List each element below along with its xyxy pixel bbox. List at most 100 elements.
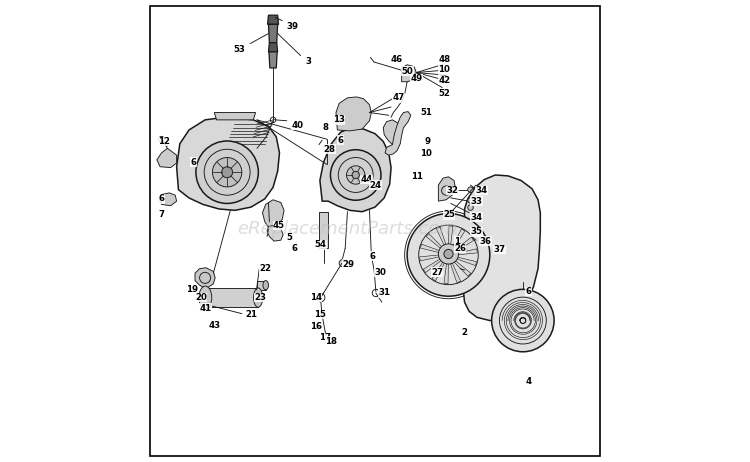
Circle shape: [492, 289, 554, 352]
Text: 48: 48: [438, 55, 451, 64]
Text: 12: 12: [158, 137, 170, 146]
Polygon shape: [319, 212, 328, 249]
Text: 35: 35: [470, 227, 482, 237]
Polygon shape: [419, 255, 440, 261]
Polygon shape: [256, 280, 265, 290]
Text: 50: 50: [402, 67, 413, 76]
Text: 41: 41: [200, 304, 211, 313]
Text: 10: 10: [438, 65, 450, 74]
Polygon shape: [385, 112, 411, 155]
Polygon shape: [336, 97, 371, 131]
Polygon shape: [423, 259, 441, 273]
Text: 27: 27: [431, 268, 443, 277]
Polygon shape: [444, 264, 448, 284]
Text: 5: 5: [286, 233, 292, 243]
Text: 49: 49: [411, 74, 423, 83]
Text: 6: 6: [526, 287, 532, 296]
Text: 52: 52: [438, 89, 450, 98]
Text: 19: 19: [186, 285, 198, 294]
Text: 37: 37: [494, 245, 506, 254]
Text: 18: 18: [326, 337, 338, 346]
Text: 36: 36: [480, 237, 492, 246]
Text: 6: 6: [158, 195, 164, 203]
Polygon shape: [268, 43, 278, 52]
Polygon shape: [420, 244, 440, 253]
Text: 34: 34: [475, 186, 488, 195]
Polygon shape: [436, 227, 446, 247]
Text: 11: 11: [411, 172, 423, 181]
Polygon shape: [206, 288, 258, 307]
Text: 6: 6: [338, 135, 344, 145]
Polygon shape: [432, 262, 445, 281]
Text: 16: 16: [310, 322, 322, 331]
Polygon shape: [268, 15, 278, 24]
Polygon shape: [176, 117, 280, 210]
Polygon shape: [464, 175, 540, 321]
Polygon shape: [454, 261, 471, 276]
Text: 22: 22: [260, 264, 272, 273]
Polygon shape: [214, 113, 256, 120]
Circle shape: [440, 247, 457, 263]
Polygon shape: [195, 268, 215, 288]
Text: 34: 34: [470, 213, 483, 222]
Text: 54: 54: [314, 240, 326, 249]
Text: 1: 1: [454, 237, 460, 246]
Text: 3: 3: [305, 56, 311, 66]
Text: 45: 45: [273, 221, 285, 230]
Text: 40: 40: [292, 121, 304, 130]
Ellipse shape: [263, 280, 268, 290]
Circle shape: [221, 167, 232, 178]
Circle shape: [407, 213, 490, 296]
Polygon shape: [383, 120, 400, 145]
Text: 24: 24: [370, 181, 382, 189]
Ellipse shape: [199, 286, 211, 309]
Text: 39: 39: [286, 22, 298, 31]
Text: 47: 47: [392, 93, 405, 102]
Text: 17: 17: [319, 333, 331, 342]
Circle shape: [331, 150, 381, 200]
Text: 15: 15: [314, 310, 326, 319]
Text: 2: 2: [461, 328, 467, 337]
Text: 9: 9: [424, 137, 430, 146]
Polygon shape: [438, 177, 455, 201]
Text: 10: 10: [420, 149, 432, 158]
Text: 6: 6: [190, 158, 196, 167]
Polygon shape: [457, 257, 476, 266]
Text: 13: 13: [333, 116, 345, 124]
Text: 6: 6: [370, 252, 376, 261]
Text: 25: 25: [443, 210, 454, 219]
Polygon shape: [269, 52, 278, 68]
Circle shape: [444, 249, 453, 259]
Circle shape: [352, 171, 359, 179]
Polygon shape: [159, 193, 176, 206]
Text: 8: 8: [322, 123, 328, 132]
Text: 14: 14: [310, 293, 322, 302]
Polygon shape: [157, 148, 176, 168]
Circle shape: [339, 260, 346, 267]
Text: 4: 4: [526, 377, 532, 386]
Circle shape: [346, 166, 365, 184]
Polygon shape: [451, 263, 460, 283]
Text: 43: 43: [209, 321, 221, 330]
Text: eReplacementParts.com: eReplacementParts.com: [238, 220, 458, 238]
Text: 46: 46: [391, 55, 403, 64]
Polygon shape: [320, 128, 391, 212]
Text: 53: 53: [233, 45, 245, 54]
Polygon shape: [452, 229, 465, 248]
Text: 29: 29: [342, 260, 354, 268]
Polygon shape: [402, 65, 416, 82]
Text: 23: 23: [255, 293, 267, 302]
Polygon shape: [458, 249, 477, 255]
Text: 44: 44: [360, 175, 373, 184]
Polygon shape: [456, 237, 473, 251]
Text: 20: 20: [195, 293, 207, 302]
Text: 26: 26: [454, 244, 466, 253]
Text: 21: 21: [245, 310, 257, 319]
Text: 51: 51: [420, 108, 432, 117]
Circle shape: [196, 141, 258, 203]
Text: 28: 28: [323, 145, 335, 154]
Text: 42: 42: [438, 76, 451, 85]
Text: 7: 7: [158, 210, 164, 219]
Circle shape: [438, 244, 458, 264]
Polygon shape: [268, 24, 278, 43]
